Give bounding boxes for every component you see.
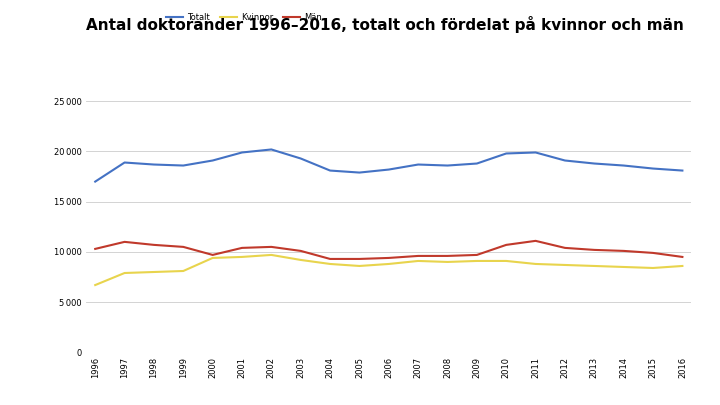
Text: Antal doktorander 1996–2016, totalt och fördelat på kvinnor och män: Antal doktorander 1996–2016, totalt och … [86, 16, 684, 33]
Legend: Totalt, Kvinnor, Män: Totalt, Kvinnor, Män [163, 10, 325, 26]
